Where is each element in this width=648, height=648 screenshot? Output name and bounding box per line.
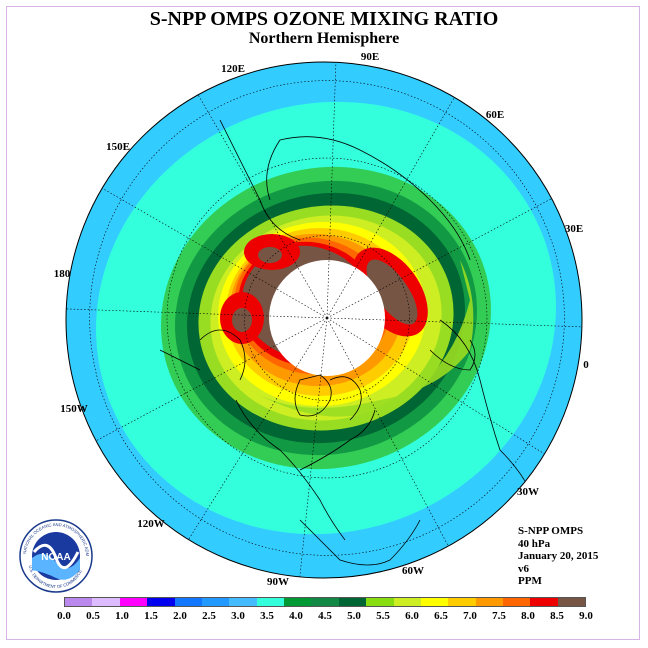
colorbar-segment	[256, 598, 284, 606]
figure-frame	[6, 6, 640, 640]
colorbar	[64, 597, 586, 607]
colorbar-segment	[503, 598, 531, 606]
colorbar-tick-label: 8.5	[550, 610, 564, 622]
colorbar-segment	[448, 598, 476, 606]
colorbar-tick-label: 6.0	[405, 610, 419, 622]
info-panel: S-NPP OMPS 40 hPa January 20, 2015 v6 PP…	[518, 525, 598, 588]
colorbar-segment	[366, 598, 394, 606]
latitude-circle	[89, 80, 565, 556]
colorbar-segment	[147, 598, 175, 606]
info-line: v6	[518, 562, 529, 575]
coastline	[219, 119, 301, 241]
longitude-label: 120E	[221, 63, 245, 75]
colorbar-segment	[92, 598, 120, 606]
colorbar-tick-label: 2.0	[173, 610, 187, 622]
page-title: S-NPP OMPS OZONE MIXING RATIO	[149, 8, 499, 30]
colorbar-tick-label: 9.0	[579, 610, 593, 622]
longitude-label: 30W	[517, 486, 539, 498]
noaa-logo: NOAA NATIONAL OCEANIC AND ATMOSPHERIC AD…	[18, 518, 93, 593]
longitude-label: 180	[54, 268, 71, 280]
info-line: January 20, 2015	[518, 550, 599, 562]
colorbar-segment	[229, 598, 257, 606]
colorbar-segment	[557, 598, 586, 606]
colorbar-tick-label: 0.5	[86, 610, 100, 622]
longitude-label: 0	[583, 359, 589, 371]
coastline	[235, 376, 376, 541]
colorbar-tick-label: 1.0	[115, 610, 129, 622]
ozone-maximum	[258, 247, 282, 263]
logo-text: NOAA	[41, 552, 70, 563]
colorbar-tick-label: 5.5	[376, 610, 390, 622]
longitude-label: 90W	[267, 576, 289, 588]
graticule	[66, 62, 582, 578]
info-line: S-NPP OMPS	[518, 525, 584, 537]
coastline	[299, 519, 421, 566]
coastline	[294, 374, 332, 417]
longitude-label: 150W	[60, 403, 88, 415]
ozone-maximum	[366, 259, 418, 325]
colorbar-segment	[393, 598, 421, 606]
colorbar-tick-label: 5.0	[347, 610, 361, 622]
page-subtitle: Northern Hemisphere	[248, 30, 400, 47]
latitude-circle	[244, 235, 410, 401]
colorbar-segment	[420, 598, 449, 606]
colorbar-segment	[311, 598, 339, 606]
longitude-label: 60E	[486, 109, 504, 121]
colorbar-tick-label: 7.5	[492, 610, 506, 622]
coastline	[429, 319, 531, 491]
colorbar-segment	[284, 598, 312, 606]
colorbar-segment	[119, 598, 148, 606]
longitude-label: 150E	[106, 141, 130, 153]
colorbar-tick-label: 2.5	[202, 610, 216, 622]
colorbar-tick-label: 4.0	[289, 610, 303, 622]
longitude-label: 60W	[402, 565, 424, 577]
colorbar-tick-label: 6.5	[434, 610, 448, 622]
colorbar-tick-label: 0.0	[57, 610, 71, 622]
colorbar-tick-label: 3.5	[260, 610, 274, 622]
coastlines	[159, 119, 531, 566]
colorbar-tick-label: 4.5	[318, 610, 332, 622]
colorbar-segment	[174, 598, 202, 606]
colorbar-segment	[338, 598, 367, 606]
ozone-maximum	[232, 308, 252, 332]
longitude-label: 30E	[565, 223, 583, 235]
info-line: 40 hPa	[518, 537, 551, 550]
map-disk	[66, 62, 582, 578]
coastline	[266, 136, 471, 261]
colorbar-tick-label: 8.0	[521, 610, 535, 622]
colorbar-segment	[530, 598, 558, 606]
colorbar-segment	[201, 598, 230, 606]
colorbar-segment	[65, 598, 93, 606]
map-border	[65, 61, 583, 579]
colorbar-tick-label: 7.0	[463, 610, 477, 622]
latitude-circle	[166, 157, 488, 479]
contour-band	[250, 260, 474, 417]
colorbar-tick-label: 3.0	[231, 610, 245, 622]
coastline	[159, 329, 246, 381]
colorbar-segment	[475, 598, 503, 606]
colorbar-ticks: 0.0 0.5 1.0 1.5 2.0 2.5 3.0 3.5 4.0 4.5 5.0 5.5 6.0 6…	[57, 610, 593, 624]
longitude-label: 90E	[361, 51, 379, 63]
colorbar-tick-label: 1.5	[144, 610, 158, 622]
longitude-labels: 90E 60E 30E 0 30W 60W 90W 120W 150W 180 150E 120E	[54, 51, 590, 588]
longitude-label: 120W	[137, 518, 165, 530]
info-line: PPM	[518, 575, 542, 587]
